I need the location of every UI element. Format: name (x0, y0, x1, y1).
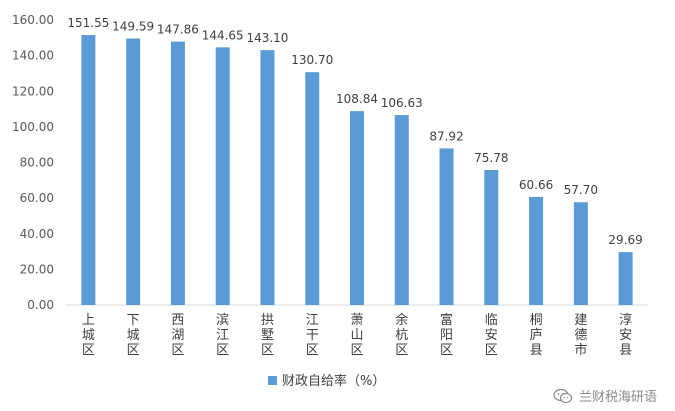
y-tick-label: 160.00 (12, 13, 54, 27)
bar (440, 148, 454, 305)
wechat-icon (553, 388, 573, 404)
legend: 财政自给率（%） (268, 373, 385, 389)
data-label: 147.86 (157, 23, 199, 37)
data-label: 151.55 (67, 16, 109, 30)
watermark: 兰财税海研语 (553, 386, 657, 405)
x-tick-label: 上城区 (82, 313, 95, 358)
data-label: 149.59 (112, 20, 154, 34)
x-tick-label: 下城区 (127, 313, 140, 358)
watermark-text: 兰财税海研语 (579, 386, 657, 405)
bar (171, 42, 185, 305)
y-tick-label: 80.00 (20, 156, 54, 170)
x-axis: 上城区 下城区 西湖区 滨江区 拱墅区 江干区 萧山区 余杭区 富阳区 临安区 桐庐县 建德市 淳安县 (82, 312, 632, 358)
data-label: 29.69 (608, 233, 642, 247)
data-label: 75.78 (474, 151, 508, 165)
data-label: 60.66 (519, 178, 553, 192)
data-label: 143.10 (246, 31, 288, 45)
x-tick-label: 拱墅区 (261, 313, 274, 358)
x-tick-label: 富阳区 (440, 312, 453, 358)
bar (484, 170, 498, 305)
x-tick-label: 余杭区 (395, 312, 408, 358)
y-tick-label: 40.00 (20, 227, 54, 241)
x-tick-label: 西湖区 (171, 313, 184, 358)
data-label: 144.65 (202, 28, 244, 42)
data-label: 57.70 (564, 183, 598, 197)
y-tick-label: 120.00 (12, 84, 54, 98)
data-label: 106.63 (381, 96, 423, 110)
bar (529, 197, 543, 305)
data-label: 108.84 (336, 92, 378, 106)
legend-label: 财政自给率（%） (282, 373, 385, 389)
legend-swatch (268, 376, 277, 385)
y-tick-label: 0.00 (27, 298, 54, 312)
y-tick-label: 20.00 (20, 262, 54, 276)
x-tick-label: 淳安县 (619, 312, 632, 358)
bar (216, 47, 230, 305)
y-tick-label: 100.00 (12, 120, 54, 134)
data-label: 87.92 (429, 129, 463, 143)
bar (574, 202, 588, 305)
bar (350, 111, 364, 305)
bar (395, 115, 409, 305)
y-tick-label: 140.00 (12, 49, 54, 63)
y-tick-label: 60.00 (20, 191, 54, 205)
bar (260, 50, 274, 305)
x-tick-label: 滨江区 (216, 312, 229, 358)
x-tick-label: 萧山区 (350, 313, 363, 358)
bar (126, 39, 140, 305)
data-label: 130.70 (291, 53, 333, 67)
bars (81, 35, 632, 305)
x-tick-label: 江干区 (306, 313, 319, 358)
bar (619, 252, 633, 305)
x-tick-label: 建德市 (574, 313, 587, 358)
bar (305, 72, 319, 305)
bar (81, 35, 95, 305)
x-tick-label: 临安区 (485, 313, 498, 358)
x-tick-label: 桐庐县 (530, 313, 543, 358)
